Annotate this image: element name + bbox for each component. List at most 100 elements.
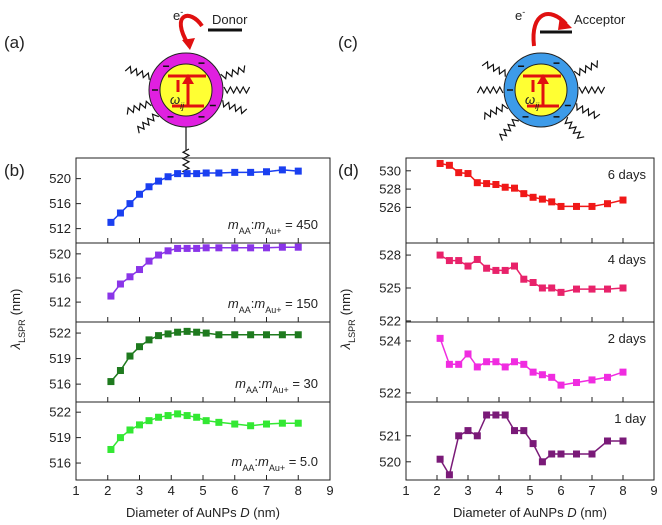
y-axis-label: λLSPR(nm) <box>8 289 27 351</box>
y-tick-label: 524 <box>379 333 401 348</box>
data-point <box>511 263 518 270</box>
x-label-part: (nm) <box>577 505 607 520</box>
annotation-part: 4 days <box>608 252 647 267</box>
y-tick-label: 519 <box>49 430 71 445</box>
y-tick-label: 520 <box>49 171 71 186</box>
data-point <box>573 451 580 458</box>
y-tick-label: 528 <box>379 248 401 263</box>
data-point <box>530 440 537 447</box>
data-point <box>136 343 143 350</box>
data-point <box>193 414 200 421</box>
data-point <box>215 419 222 426</box>
data-point <box>558 289 565 296</box>
y-tick-label: 530 <box>379 163 401 178</box>
data-point <box>530 279 537 286</box>
data-point <box>263 331 270 338</box>
data-point <box>573 286 580 293</box>
y-tick-label: 520 <box>379 454 401 469</box>
data-point <box>446 162 453 169</box>
x-axis-label: Diameter of AuNPs D (nm) <box>453 505 607 520</box>
donor-label: Donor <box>212 12 248 27</box>
data-point <box>548 451 555 458</box>
y-label-part: (nm) <box>8 289 23 316</box>
ligand <box>127 101 151 114</box>
data-point <box>502 412 509 419</box>
data-point <box>437 160 444 167</box>
annotation-part: 1 day <box>614 411 646 426</box>
data-point <box>573 379 580 386</box>
x-axis-label: Diameter of AuNPs D (nm) <box>126 505 280 520</box>
data-point <box>465 427 472 434</box>
annotation: 4 days <box>608 252 647 267</box>
data-point <box>455 432 462 439</box>
x-tick-label: 7 <box>263 483 270 498</box>
y-label-part: λ <box>338 343 353 350</box>
data-point <box>483 412 490 419</box>
y-tick-label: 522 <box>379 313 401 328</box>
data-point <box>511 185 518 192</box>
y-tick-label: 516 <box>49 270 71 285</box>
data-point <box>117 210 124 217</box>
x-tick-label: 1 <box>402 483 409 498</box>
data-point <box>295 420 302 427</box>
data-point <box>604 200 611 207</box>
data-point <box>530 194 537 201</box>
series-line <box>440 338 623 385</box>
x-tick-label: 5 <box>526 483 533 498</box>
annotation: mAA:mAu+ = 450 <box>228 217 318 236</box>
x-tick-label: 9 <box>650 483 657 498</box>
particle-core <box>160 64 212 116</box>
data-point <box>263 168 270 175</box>
text: - <box>180 7 183 17</box>
acceptor-label: Acceptor <box>574 12 626 27</box>
annotation-part: Au+ <box>269 463 285 473</box>
data-point <box>155 178 162 185</box>
data-point <box>604 286 611 293</box>
annotation: mAA:mAu+ = 150 <box>228 296 318 315</box>
text: e <box>515 8 522 23</box>
data-point <box>446 257 453 264</box>
data-point <box>126 200 133 207</box>
figure: (a) (b) (c) (d) e- Donor ωij e- Acceptor… <box>0 0 662 525</box>
data-point <box>136 421 143 428</box>
annotation-part: m <box>254 296 265 311</box>
y-tick-label: 520 <box>49 246 71 261</box>
y-tick-label: 516 <box>49 456 71 471</box>
ligand <box>485 105 508 120</box>
y-tick-label: 528 <box>379 182 401 197</box>
data-point <box>215 170 222 177</box>
data-point <box>165 173 172 180</box>
data-point <box>155 252 162 259</box>
annotation-part: m <box>262 376 273 391</box>
annotation-part: m <box>254 217 265 232</box>
data-point <box>231 169 238 176</box>
series-line <box>440 255 623 292</box>
data-point <box>165 247 172 254</box>
text: - <box>522 7 525 17</box>
data-point <box>446 361 453 368</box>
ligand <box>579 87 605 93</box>
data-point <box>437 252 444 259</box>
data-point <box>174 329 181 336</box>
y-tick-label: 519 <box>49 351 71 366</box>
y-tick-label: 522 <box>49 326 71 341</box>
arrowhead <box>182 38 195 50</box>
data-point <box>492 181 499 188</box>
x-tick-label: 3 <box>464 483 471 498</box>
x-tick-label: 6 <box>231 483 238 498</box>
y-tick-label: 525 <box>379 280 401 295</box>
data-point <box>174 410 181 417</box>
data-point <box>174 245 181 252</box>
data-point <box>107 446 114 453</box>
data-point <box>136 266 143 273</box>
annotation: mAA:mAu+ = 5.0 <box>232 454 318 473</box>
annotation-part: 6 days <box>608 167 647 182</box>
y-tick-label: 516 <box>49 377 71 392</box>
data-point <box>184 412 191 419</box>
annotation-part: AA <box>239 305 251 315</box>
data-point <box>558 382 565 389</box>
x-tick-label: 2 <box>433 483 440 498</box>
particle-core <box>515 64 567 116</box>
data-point <box>474 432 481 439</box>
data-point <box>492 412 499 419</box>
